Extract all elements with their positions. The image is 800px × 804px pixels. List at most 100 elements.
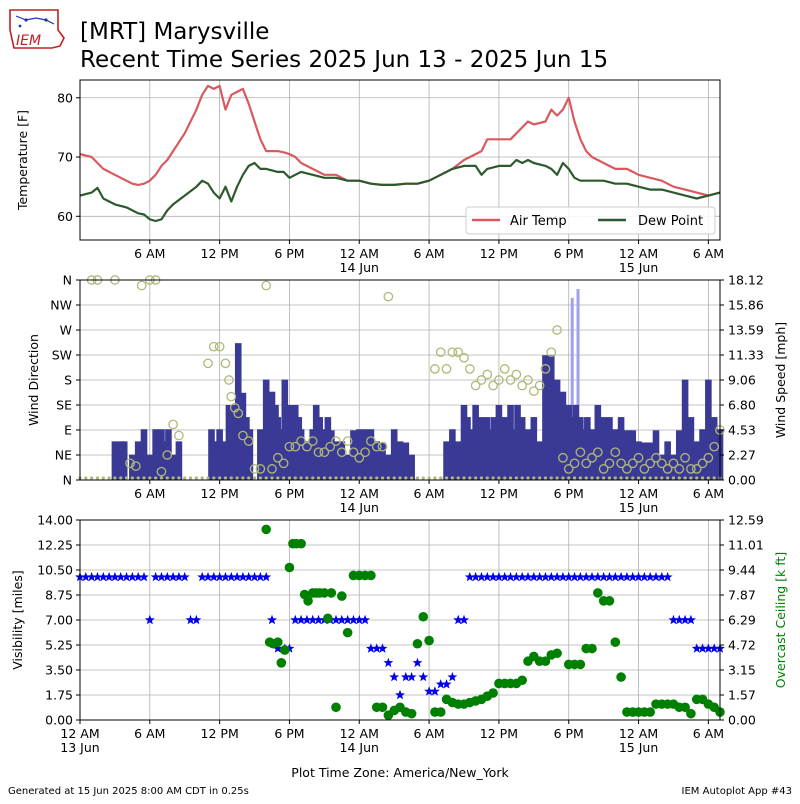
ceiling-tick-label: 4.72 <box>728 638 756 653</box>
visibility-point <box>616 571 626 582</box>
wind-calm-point <box>479 476 484 480</box>
visibility-point <box>406 671 417 682</box>
wind-speed-bar <box>390 429 398 480</box>
temperature-xtick-label: 6 PM <box>274 246 304 261</box>
wind-speed-tick-label: 6.80 <box>728 398 756 413</box>
wind-speed-bar <box>617 417 625 480</box>
wind-direction-point <box>214 341 225 352</box>
wind-speed-bar <box>495 404 503 480</box>
wind-gust-bar <box>576 289 580 480</box>
wind-calm-point <box>538 476 542 480</box>
wind-calm-point <box>415 476 420 480</box>
ceiling-point <box>337 591 347 601</box>
app-footer: IEM Autoplot App #43 <box>682 786 792 797</box>
wind-direction-point <box>534 380 545 391</box>
wind-xtick-label: 12 PM <box>480 486 518 501</box>
visibility-point <box>220 571 231 582</box>
wind-calm-point <box>346 476 350 480</box>
wind-speed-bar <box>408 454 415 480</box>
visibility-point <box>214 571 225 582</box>
visibility-point <box>243 571 254 582</box>
visibility-point <box>238 571 248 582</box>
wind-speed-bar <box>524 429 532 480</box>
wind-speed-bar <box>321 429 328 480</box>
visibility-tick-label: 0.00 <box>45 713 73 728</box>
wind-direction-point <box>430 364 440 374</box>
wind-direction-point <box>366 436 376 446</box>
wind-calm-point <box>503 476 507 480</box>
wind-calm-point <box>561 476 565 480</box>
wind-direction-tick-label: NW <box>50 298 72 313</box>
visibility-point <box>191 614 202 625</box>
wind-direction-point <box>313 447 324 458</box>
visibility-xtick-label: 6 AM <box>693 726 724 741</box>
wind-direction-point <box>261 280 272 291</box>
visibility-point <box>435 679 446 689</box>
wind-direction-point <box>552 325 562 335</box>
wind-calm-point <box>154 476 158 480</box>
wind-speed-bar <box>385 454 392 480</box>
wind-calm-point <box>584 476 588 480</box>
wind-direction-point <box>697 458 708 469</box>
visibility-xtick-label: 12 AM <box>619 726 658 741</box>
wind-calm-point <box>177 476 181 480</box>
wind-calm-point <box>590 476 594 480</box>
wind-frame <box>79 279 721 481</box>
wind-speed-bar <box>553 379 561 480</box>
wind-calm-point <box>398 476 402 480</box>
wind-speed-bar <box>332 441 340 480</box>
wind-direction-point <box>203 358 213 369</box>
visibility-point <box>651 571 661 582</box>
wind-speed-bar <box>572 404 580 480</box>
wind-speed-bar <box>501 417 509 480</box>
visibility-frame <box>79 519 721 721</box>
visibility-point <box>482 571 493 582</box>
wind-calm-point <box>287 476 292 480</box>
ceiling-point <box>276 658 287 668</box>
wind-direction-point <box>125 458 135 469</box>
wind-calm-point <box>619 476 623 480</box>
temperature-xtick-label: 6 PM <box>554 246 584 261</box>
wind-calm-point <box>119 476 123 480</box>
wind-direction-point <box>208 341 219 352</box>
wind-speed-bar <box>257 429 264 480</box>
visibility-point <box>104 571 114 582</box>
wind-calm-point <box>666 476 670 480</box>
visibility-point <box>464 571 475 582</box>
wind-direction-point <box>267 464 277 474</box>
iem-logo: IEM <box>9 9 65 49</box>
temperature-ylabel: Temperature [F] <box>15 110 30 211</box>
visibility-point <box>447 671 458 682</box>
wind-speed-bar <box>594 404 602 480</box>
wind-speed-bar <box>518 417 526 480</box>
wind-direction-point <box>482 369 493 380</box>
wind-direction-point <box>540 364 551 374</box>
wind-calm-point <box>165 476 169 480</box>
wind-speed-bar <box>324 417 332 480</box>
wind-direction-point <box>371 441 382 452</box>
wind-direction-point <box>220 358 231 369</box>
wind-calm-point <box>136 476 140 480</box>
visibility-point <box>587 571 597 582</box>
wind-speed-bar <box>243 417 250 480</box>
ceiling-point <box>488 688 498 698</box>
visibility-point <box>662 571 673 582</box>
wind-xtick-label: 6 AM <box>413 486 444 501</box>
wind-calm-point <box>148 476 152 480</box>
wind-calm-point <box>567 476 571 480</box>
visibility-point <box>389 671 400 682</box>
wind-calm-point <box>84 476 88 480</box>
ceiling-tick-label: 11.01 <box>728 538 764 553</box>
wind-speed-ylabel: Wind Speed [mph] <box>773 322 788 438</box>
wind-speed-bar <box>705 379 712 480</box>
wind-calm-point <box>433 476 437 480</box>
ceiling-tick-label: 9.44 <box>728 563 756 578</box>
wind-calm-point <box>229 476 233 480</box>
wind-speed-bar <box>268 391 276 480</box>
legend-dew-point: Dew Point <box>638 214 703 229</box>
ceiling-tick-label: 7.87 <box>728 588 756 603</box>
wind-speed-bar <box>472 404 479 480</box>
wind-speed-tick-label: 4.53 <box>728 423 756 438</box>
wind-calm-point <box>357 476 361 480</box>
